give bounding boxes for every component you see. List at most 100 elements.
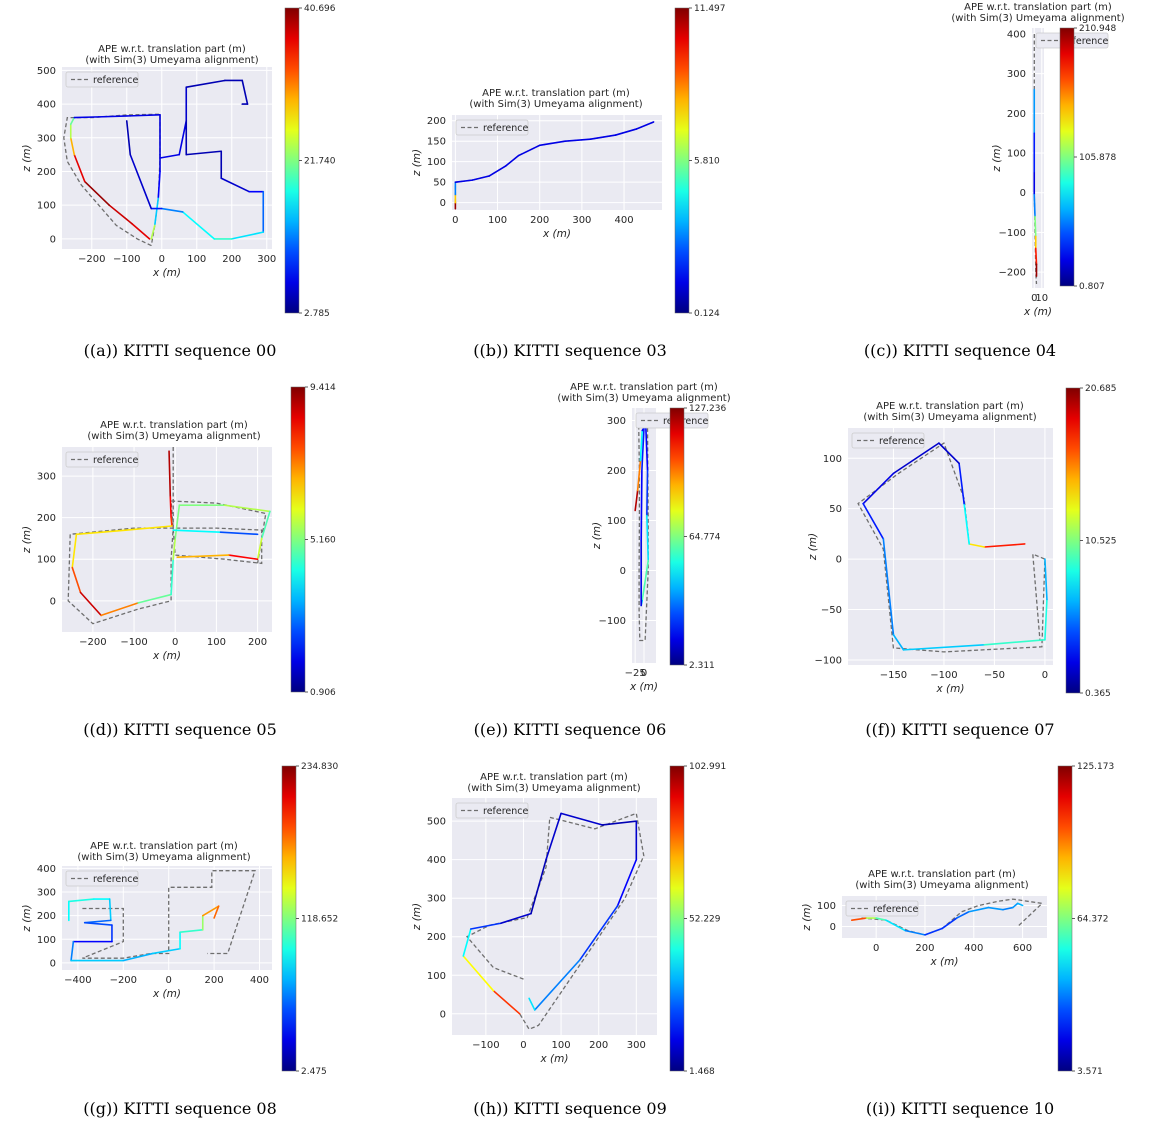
x-tick-label: −100 [472, 1040, 499, 1051]
y-tick-label: 100 [823, 454, 842, 465]
trajectory-segment [108, 204, 133, 225]
y-tick-label: 150 [427, 137, 446, 148]
plot-title: APE w.r.t. translation part (m) [570, 382, 718, 393]
subplot-d: APE w.r.t. translation part (m)(with Sim… [21, 383, 336, 739]
x-tick-label: 600 [1013, 943, 1032, 954]
y-tick-label: 0 [440, 198, 446, 209]
colorbar: 40.696 21.740 2.785 [284, 4, 336, 319]
plot-title: APE w.r.t. translation part (m) [90, 841, 238, 852]
y-tick-label: 500 [427, 817, 446, 828]
plot-title: APE w.r.t. translation part (m) [876, 401, 1024, 412]
trajectory-segment [83, 180, 111, 206]
estimated-trajectory [862, 442, 1048, 651]
subfigure-caption: ((e)) KITTI sequence 06 [474, 720, 667, 739]
trajectory-segment [71, 566, 82, 594]
y-tick-label: 300 [37, 472, 56, 483]
subfigure-caption: ((c)) KITTI sequence 04 [864, 341, 1056, 360]
legend-box [851, 432, 925, 449]
plot-title: APE w.r.t. translation part (m) [98, 44, 246, 55]
trajectory-segment [616, 858, 638, 907]
trajectory-segment [179, 929, 204, 933]
estimated-trajectory [634, 424, 650, 607]
y-axis-label: z (m) [21, 144, 33, 172]
x-tick-label: 0 [159, 254, 165, 265]
x-tick-label: 200 [205, 975, 224, 986]
y-tick-label: 200 [427, 116, 446, 127]
trajectory-segment [153, 197, 160, 227]
x-tick-label: 0 [520, 1040, 526, 1051]
y-axis-label: z (m) [991, 144, 1003, 172]
plot-title: (with Sim(3) Umeyama alignment) [469, 99, 642, 110]
trajectory-segment [636, 459, 642, 492]
x-tick-label: −100 [930, 670, 957, 681]
y-tick-label: −100 [599, 616, 626, 627]
estimated-trajectory [640, 427, 645, 607]
trajectory-segment [892, 442, 940, 475]
colorbar-gradient [669, 765, 685, 1072]
trajectory-segment [137, 593, 172, 604]
trajectory-segment [223, 504, 271, 513]
trajectory-segment [862, 502, 885, 540]
plot-area [857, 442, 1048, 653]
y-tick-label: 100 [37, 935, 56, 946]
trajectory-segment [646, 469, 649, 517]
trajectory-segment [73, 153, 86, 183]
legend-box [455, 802, 529, 819]
colorbar-tick-label: 102.991 [689, 762, 726, 772]
trajectory-segment [958, 462, 965, 505]
x-tick-label: 0 [641, 668, 647, 679]
plot-area [454, 121, 655, 210]
subfigure-caption: ((i)) KITTI sequence 10 [866, 1099, 1054, 1118]
legend-box [65, 451, 139, 468]
plot-title: APE w.r.t. translation part (m) [964, 2, 1112, 13]
x-tick-label: 0 [873, 943, 879, 954]
trajectory-segment [1044, 598, 1048, 641]
estimated-trajectory [68, 898, 220, 962]
legend: reference [65, 870, 139, 887]
x-axis-label: x (m) [152, 988, 181, 1000]
x-axis-label: x (m) [152, 267, 181, 279]
trajectory-segment [174, 504, 181, 540]
x-tick-label: 200 [915, 943, 934, 954]
trajectory-segment [644, 424, 649, 472]
x-tick-label: −100 [113, 254, 140, 265]
trajectory-segment [97, 115, 132, 118]
colorbar-gradient [281, 765, 297, 1072]
subfigure-caption: ((b)) KITTI sequence 03 [473, 341, 667, 360]
trajectory-segment [185, 79, 226, 89]
trajectory-segment [634, 489, 639, 512]
y-tick-label: 100 [1007, 149, 1026, 160]
x-tick-label: 10 [1035, 293, 1048, 304]
estimated-trajectory [462, 812, 638, 1015]
x-axis-label: x (m) [936, 683, 965, 695]
colorbar-tick-label: 11.497 [694, 4, 726, 14]
trajectory-segment [528, 997, 536, 1011]
x-tick-label: 0 [166, 975, 172, 986]
x-tick-label: 300 [627, 1040, 646, 1051]
trajectory-segment [462, 928, 472, 957]
colorbar-tick-label: 234.830 [301, 762, 338, 772]
trajectory-segment [488, 164, 507, 177]
colorbar-tick-label: 3.571 [1077, 1067, 1103, 1077]
plot-title: (with Sim(3) Umeyama alignment) [863, 412, 1036, 423]
trajectory-segment [533, 959, 581, 1011]
trajectory-segment [68, 898, 95, 903]
trajectory-segment [538, 140, 566, 147]
y-tick-label: 100 [427, 971, 446, 982]
legend: reference [845, 900, 919, 917]
y-tick-label: 100 [37, 555, 56, 566]
y-tick-label: 200 [37, 513, 56, 524]
trajectory-segment [220, 177, 251, 193]
plot-title: (with Sim(3) Umeyama alignment) [85, 55, 258, 66]
y-tick-label: 0 [50, 958, 56, 969]
estimated-trajectory [125, 120, 265, 240]
y-tick-label: 500 [37, 66, 56, 77]
legend: reference [65, 451, 139, 468]
trajectory-segment [1044, 558, 1048, 601]
colorbar-tick-label: 0.365 [1085, 689, 1111, 699]
trajectory-segment [230, 231, 265, 240]
trajectory-segment [955, 910, 970, 919]
trajectory-segment [564, 138, 592, 143]
y-tick-label: 0 [1020, 188, 1026, 199]
